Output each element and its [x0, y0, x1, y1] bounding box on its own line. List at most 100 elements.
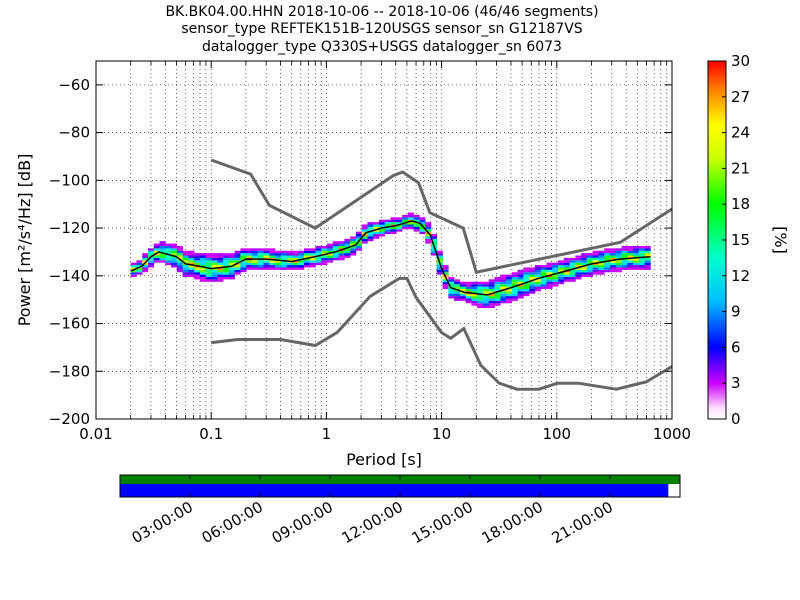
- psd-cell: [413, 214, 420, 218]
- psd-cell: [430, 238, 438, 242]
- psd-cell: [407, 212, 414, 215]
- psd-cell: [199, 276, 207, 280]
- psd-cell: [321, 255, 328, 258]
- psd-cell: [500, 284, 507, 287]
- psd-cell: [251, 253, 259, 256]
- psd-cell: [280, 262, 287, 266]
- psd-cell: [534, 281, 542, 285]
- psd-cell: [257, 255, 264, 258]
- psd-cell: [228, 257, 235, 261]
- psd-cell: [292, 250, 299, 254]
- psd-cell: [228, 272, 235, 275]
- psd-cell: [615, 248, 622, 251]
- psd-cell: [604, 269, 611, 273]
- psd-cell: [477, 291, 484, 294]
- psd-cell: [327, 255, 334, 258]
- psd-cell: [194, 260, 201, 263]
- time-tick-label: 18:00:00: [479, 498, 546, 547]
- psd-cell: [199, 262, 207, 266]
- psd-cell: [257, 265, 264, 268]
- psd-cell: [558, 279, 565, 282]
- psd-cell: [292, 262, 299, 266]
- psd-cell: [263, 248, 270, 251]
- psd-cell: [361, 229, 368, 232]
- psd-cell: [211, 262, 218, 266]
- psd-cell: [488, 284, 495, 287]
- psd-cell: [211, 279, 218, 282]
- psd-cell: [240, 250, 247, 254]
- psd-cell: [344, 255, 351, 258]
- psd-cell: [482, 303, 490, 306]
- x-axis-label: Period [s]: [346, 450, 422, 469]
- psd-cell: [136, 262, 143, 266]
- psd-cell: [644, 267, 651, 270]
- psd-cell: [627, 257, 634, 261]
- y-tick-label: −180: [49, 362, 90, 380]
- x-axis-ticks: 0.01 0.1 1 10 100 1000: [79, 61, 691, 443]
- psd-cell: [581, 262, 588, 266]
- psd-cell: [459, 293, 466, 297]
- title-line-1: BK.BK04.00.HHN 2018-10-06 -- 2018-10-06 …: [165, 4, 598, 20]
- psd-cell: [477, 296, 484, 299]
- psd-cell: [292, 257, 299, 261]
- psd-cell: [471, 284, 478, 287]
- psd-cell: [246, 260, 253, 263]
- psd-cell: [205, 265, 212, 268]
- psd-cell: [217, 265, 224, 268]
- psd-cell: [575, 272, 582, 275]
- psd-cell: [413, 217, 420, 220]
- psd-cell: [546, 286, 553, 289]
- psd-cell: [546, 262, 553, 266]
- psd-cell: [234, 272, 241, 275]
- psd-cell: [523, 276, 530, 280]
- psd-cell: [280, 250, 287, 254]
- psd-cell: [228, 255, 235, 258]
- psd-cell: [471, 281, 478, 285]
- psd-cell: [199, 253, 207, 256]
- psd-cell: [558, 265, 565, 268]
- psd-cell: [153, 248, 160, 251]
- colorbar-tick-label: 6: [731, 338, 741, 356]
- psd-cell: [153, 250, 160, 254]
- psd-cell: [592, 265, 599, 268]
- psd-cell: [309, 265, 316, 268]
- psd-cell: [494, 284, 501, 287]
- psd-cell: [390, 222, 397, 225]
- psd-cell: [581, 274, 588, 278]
- coverage-used-bar: [120, 484, 669, 497]
- psd-cell: [494, 296, 501, 299]
- psd-cell: [217, 260, 224, 263]
- colorbar-tick-label: 27: [731, 88, 750, 106]
- psd-cell: [506, 291, 513, 294]
- chart-title: BK.BK04.00.HHN 2018-10-06 -- 2018-10-06 …: [165, 4, 598, 55]
- psd-cell: [338, 241, 345, 244]
- psd-cell: [355, 236, 362, 239]
- psd-cell: [159, 243, 166, 246]
- psd-cell: [610, 269, 617, 273]
- psd-cell: [534, 269, 542, 273]
- psd-cell: [327, 257, 334, 261]
- psd-cell: [315, 262, 322, 266]
- psd-cell: [569, 276, 576, 280]
- psd-cell: [199, 269, 207, 273]
- psd-cell: [390, 219, 397, 223]
- psd-cell: [344, 241, 351, 244]
- psd-cell: [303, 250, 311, 254]
- psd-cell: [471, 286, 478, 289]
- psd-cell: [188, 274, 195, 278]
- psd-cell: [176, 253, 183, 256]
- psd-cell: [234, 267, 241, 270]
- psd-cell: [471, 293, 478, 297]
- psd-cell: [540, 265, 547, 268]
- psd-cell: [263, 267, 270, 270]
- psd-cell: [442, 265, 449, 268]
- psd-cell: [598, 255, 605, 258]
- psd-cell: [581, 253, 588, 256]
- y-tick-label: −60: [58, 76, 90, 94]
- colorbar-tick-label: 0: [731, 410, 741, 428]
- psd-cell: [367, 229, 374, 232]
- psd-cell: [430, 234, 438, 237]
- psd-cell: [136, 272, 143, 275]
- psd-cell: [211, 276, 218, 280]
